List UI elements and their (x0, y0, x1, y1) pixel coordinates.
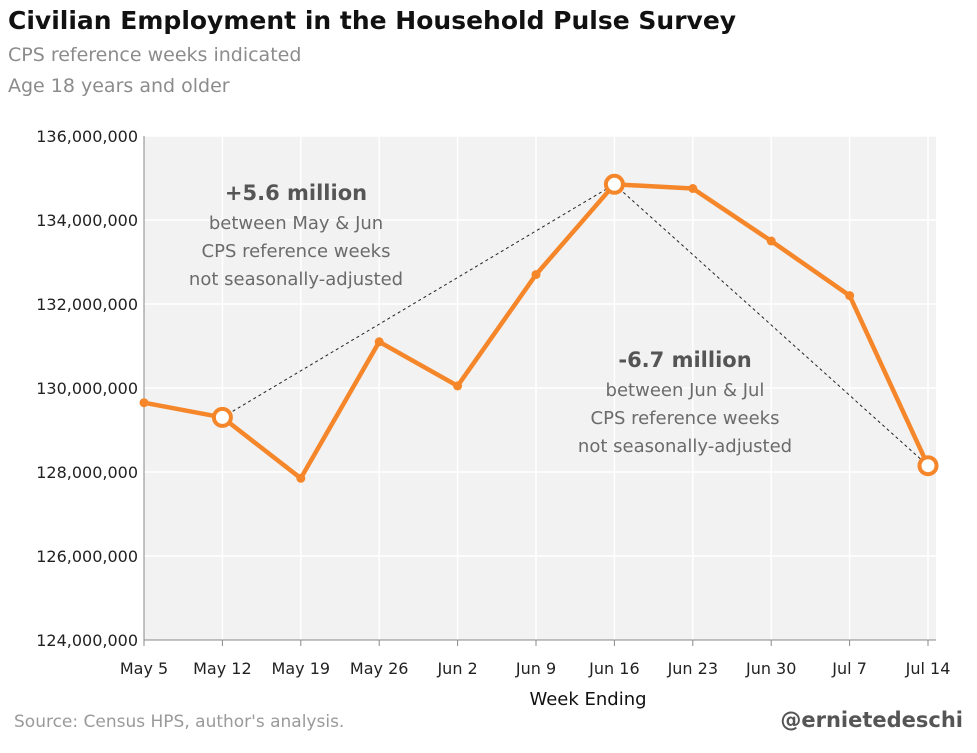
data-point (139, 398, 149, 408)
annotation-connector (614, 183, 929, 467)
y-tick-label: 130,000,000 (36, 379, 138, 398)
y-tick-label: 136,000,000 (36, 127, 138, 146)
x-tick-label: Jun 16 (588, 659, 639, 678)
highlighted-point (917, 455, 939, 477)
data-point (453, 381, 463, 391)
y-tick-label: 134,000,000 (36, 211, 138, 230)
highlighted-point (603, 173, 625, 195)
series-layer (139, 173, 939, 483)
data-point (531, 270, 541, 280)
y-tick-label: 132,000,000 (36, 295, 138, 314)
annotation-line: between Jun & Jul (606, 380, 765, 401)
x-tick-label: Jun 9 (515, 659, 556, 678)
data-point (766, 236, 776, 246)
annotation-line: CPS reference weeks (591, 408, 780, 429)
chart-title: Civilian Employment in the Household Pul… (8, 6, 737, 35)
chart-subtitle-1: CPS reference weeks indicated (8, 44, 302, 66)
annotation-line: not seasonally-adjusted (189, 269, 403, 290)
annotation-connector (222, 183, 615, 418)
annotation-line: CPS reference weeks (202, 241, 391, 262)
source-note: Source: Census HPS, author's analysis. (14, 712, 345, 732)
x-axis-label: Week Ending (529, 689, 646, 710)
x-tick-label: May 5 (120, 659, 168, 678)
annotation-line: not seasonally-adjusted (578, 436, 792, 457)
chart-subtitle-2: Age 18 years and older (8, 75, 230, 97)
annotation-line: between May & Jun (209, 213, 383, 234)
x-tick-label: May 19 (272, 659, 331, 678)
author-handle: @ernietedeschi (780, 708, 963, 732)
data-point (374, 337, 384, 347)
x-tick-label: Jul 14 (905, 659, 951, 678)
y-tick-label: 124,000,000 (36, 631, 138, 650)
x-tick-label: May 26 (350, 659, 409, 678)
x-tick-label: Jun 30 (745, 659, 796, 678)
y-tick-label: 128,000,000 (36, 463, 138, 482)
x-tick-label: May 12 (193, 659, 252, 678)
y-tick-label: 126,000,000 (36, 547, 138, 566)
annotation-layer: +5.6 million between May & Jun CPS referen… (189, 181, 792, 457)
data-point (845, 291, 855, 301)
axes: 124,000,000 126,000,000 128,000,000 130,000… (36, 127, 950, 678)
annotation-headline: +5.6 million (225, 181, 367, 205)
annotation-headline: -6.7 million (618, 348, 751, 372)
x-tick-label: Jun 2 (436, 659, 477, 678)
data-point (296, 473, 306, 483)
x-tick-label: Jun 23 (667, 659, 718, 678)
highlighted-point (211, 406, 233, 428)
data-point (688, 184, 698, 193)
gridlines (144, 135, 936, 640)
annotation-connectors (222, 183, 929, 467)
x-tick-label: Jul 7 (831, 659, 867, 678)
